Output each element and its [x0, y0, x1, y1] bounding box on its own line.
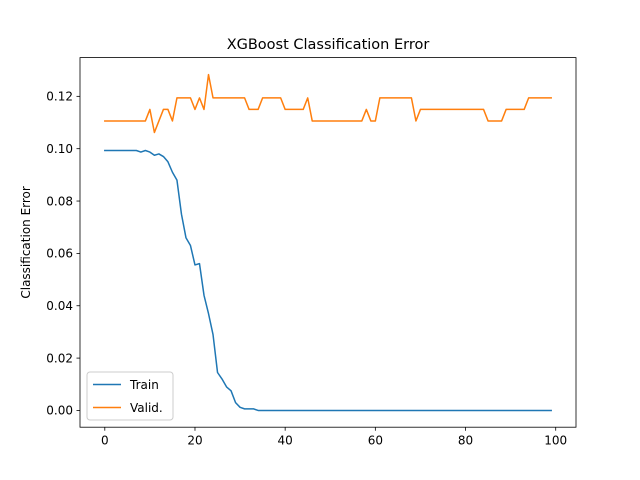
plot-area-frame — [79, 57, 577, 428]
legend: Train Valid. — [86, 371, 174, 421]
y-tick-label: 0.12 — [46, 90, 73, 104]
series-layer — [104, 73, 552, 412]
x-tick-label: 0 — [101, 434, 109, 448]
x-tick-label: 80 — [458, 434, 473, 448]
x-tick-label: 20 — [187, 434, 202, 448]
chart-title: XGBoost Classification Error — [227, 37, 430, 53]
y-tick-label: 0.00 — [46, 404, 73, 418]
x-tick-label: 60 — [368, 434, 383, 448]
y-tick-label: 0.04 — [46, 299, 73, 313]
legend-label-valid: Valid. — [130, 401, 163, 415]
x-tick-label: 40 — [278, 434, 293, 448]
y-tick-label: 0.08 — [46, 194, 73, 208]
y-axis: 0.00 0.02 0.04 0.06 0.08 0.10 0.12 — [46, 90, 80, 418]
y-axis-label: Classification Error — [19, 186, 33, 299]
y-tick-label: 0.02 — [46, 351, 73, 365]
series-line-train — [104, 149, 552, 412]
y-tick-label: 0.10 — [46, 142, 73, 156]
series-line-valid — [104, 73, 552, 134]
y-tick-label: 0.06 — [46, 247, 73, 261]
legend-label-train: Train — [129, 378, 159, 392]
x-axis: 0 20 40 60 80 100 — [101, 427, 567, 448]
x-tick-label: 100 — [544, 434, 567, 448]
